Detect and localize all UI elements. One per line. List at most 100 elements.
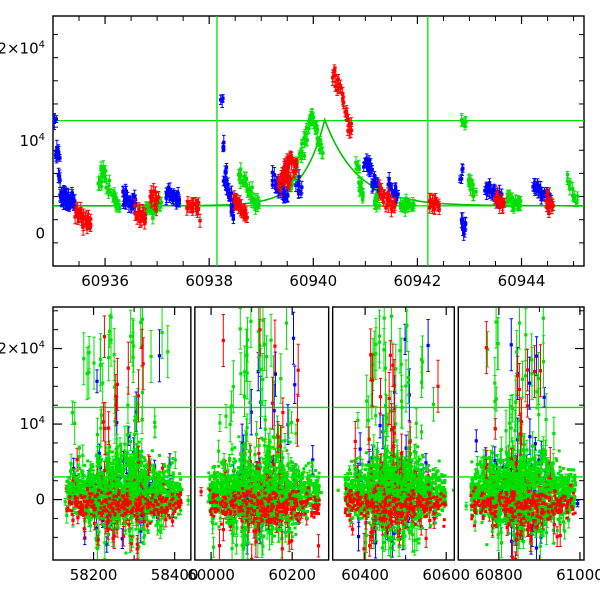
- data-point: [65, 191, 69, 196]
- data-point: [346, 129, 350, 133]
- top-series-red-band: [73, 64, 555, 236]
- data-point: [281, 178, 286, 182]
- data-point: [148, 484, 152, 488]
- data-point: [312, 120, 316, 124]
- data-point: [361, 193, 365, 197]
- data-point: [390, 539, 394, 543]
- data-point: [190, 201, 194, 206]
- data-point: [196, 201, 201, 205]
- data-point: [240, 440, 244, 445]
- data-point: [294, 164, 299, 168]
- data-point: [238, 173, 243, 177]
- data-point: [81, 214, 86, 219]
- data-point: [464, 120, 468, 124]
- data-point: [407, 204, 411, 209]
- data-point: [398, 201, 403, 205]
- data-point: [159, 200, 164, 205]
- data-point: [141, 215, 145, 219]
- data-point: [176, 191, 180, 196]
- data-point: [244, 176, 249, 181]
- data-point: [375, 183, 380, 187]
- data-point: [113, 196, 118, 200]
- data-point: [157, 354, 162, 358]
- data-point: [362, 161, 367, 165]
- data-point: [224, 177, 228, 181]
- data-point: [332, 68, 337, 72]
- y-tick-label: 104: [20, 132, 45, 150]
- data-point: [498, 487, 502, 491]
- data-point: [304, 125, 309, 130]
- data-point: [424, 461, 428, 465]
- data-point: [299, 192, 303, 196]
- data-point: [392, 200, 396, 204]
- data-point: [272, 409, 276, 413]
- data-point: [103, 177, 108, 181]
- data-point: [356, 534, 361, 539]
- data-point: [359, 189, 364, 194]
- data-point: [490, 191, 495, 196]
- data-point: [459, 118, 464, 123]
- data-point: [149, 190, 153, 194]
- data-point: [502, 201, 507, 205]
- data-point: [341, 100, 346, 104]
- data-point: [484, 185, 488, 189]
- data-point: [113, 385, 117, 389]
- data-point: [74, 205, 79, 210]
- data-point: [227, 195, 231, 199]
- data-point: [547, 210, 551, 215]
- data-point: [289, 187, 293, 191]
- data-point: [150, 212, 155, 216]
- data-point: [219, 98, 223, 102]
- data-point: [549, 201, 553, 205]
- data-point: [257, 202, 261, 206]
- data-point: [461, 227, 465, 232]
- data-point: [188, 204, 192, 209]
- bottom-x-tick-label: 60000: [187, 566, 235, 584]
- data-point: [145, 209, 150, 214]
- data-point: [227, 187, 231, 191]
- data-point: [86, 221, 90, 226]
- data-point: [392, 531, 396, 535]
- data-point: [244, 184, 249, 188]
- data-point: [530, 529, 534, 533]
- data-point: [176, 200, 180, 204]
- data-point: [377, 191, 382, 195]
- data-point: [288, 153, 293, 157]
- data-point: [253, 205, 258, 210]
- data-point: [489, 189, 493, 193]
- data-point: [432, 207, 437, 211]
- data-point: [229, 210, 234, 214]
- data-point: [286, 194, 290, 198]
- data-point: [58, 156, 62, 160]
- data-point: [501, 465, 505, 469]
- data-point: [274, 178, 278, 183]
- data-point: [319, 142, 323, 146]
- top-x-tick-label: 60942: [394, 272, 442, 290]
- data-point: [463, 228, 467, 232]
- data-point: [159, 524, 163, 528]
- data-point: [102, 175, 106, 179]
- bottom-scatter-clouds: [63, 307, 580, 560]
- data-point: [67, 204, 72, 208]
- data-point: [390, 189, 394, 193]
- data-point: [539, 451, 543, 455]
- data-point: [542, 395, 546, 399]
- data-point: [238, 200, 242, 204]
- data-point: [298, 152, 303, 157]
- data-point: [96, 181, 100, 186]
- data-point: [123, 191, 127, 195]
- data-point: [251, 200, 256, 204]
- data-point: [156, 202, 160, 207]
- data-point: [335, 88, 339, 92]
- y-tick-label: 2×104: [0, 340, 45, 358]
- data-point: [407, 199, 411, 204]
- data-point: [114, 203, 119, 208]
- data-point: [171, 197, 176, 202]
- data-point: [300, 185, 304, 189]
- data-point: [125, 197, 130, 201]
- data-point: [575, 194, 580, 198]
- data-point: [386, 203, 390, 208]
- data-point: [314, 127, 318, 132]
- data-point: [248, 193, 252, 198]
- data-point: [345, 113, 349, 117]
